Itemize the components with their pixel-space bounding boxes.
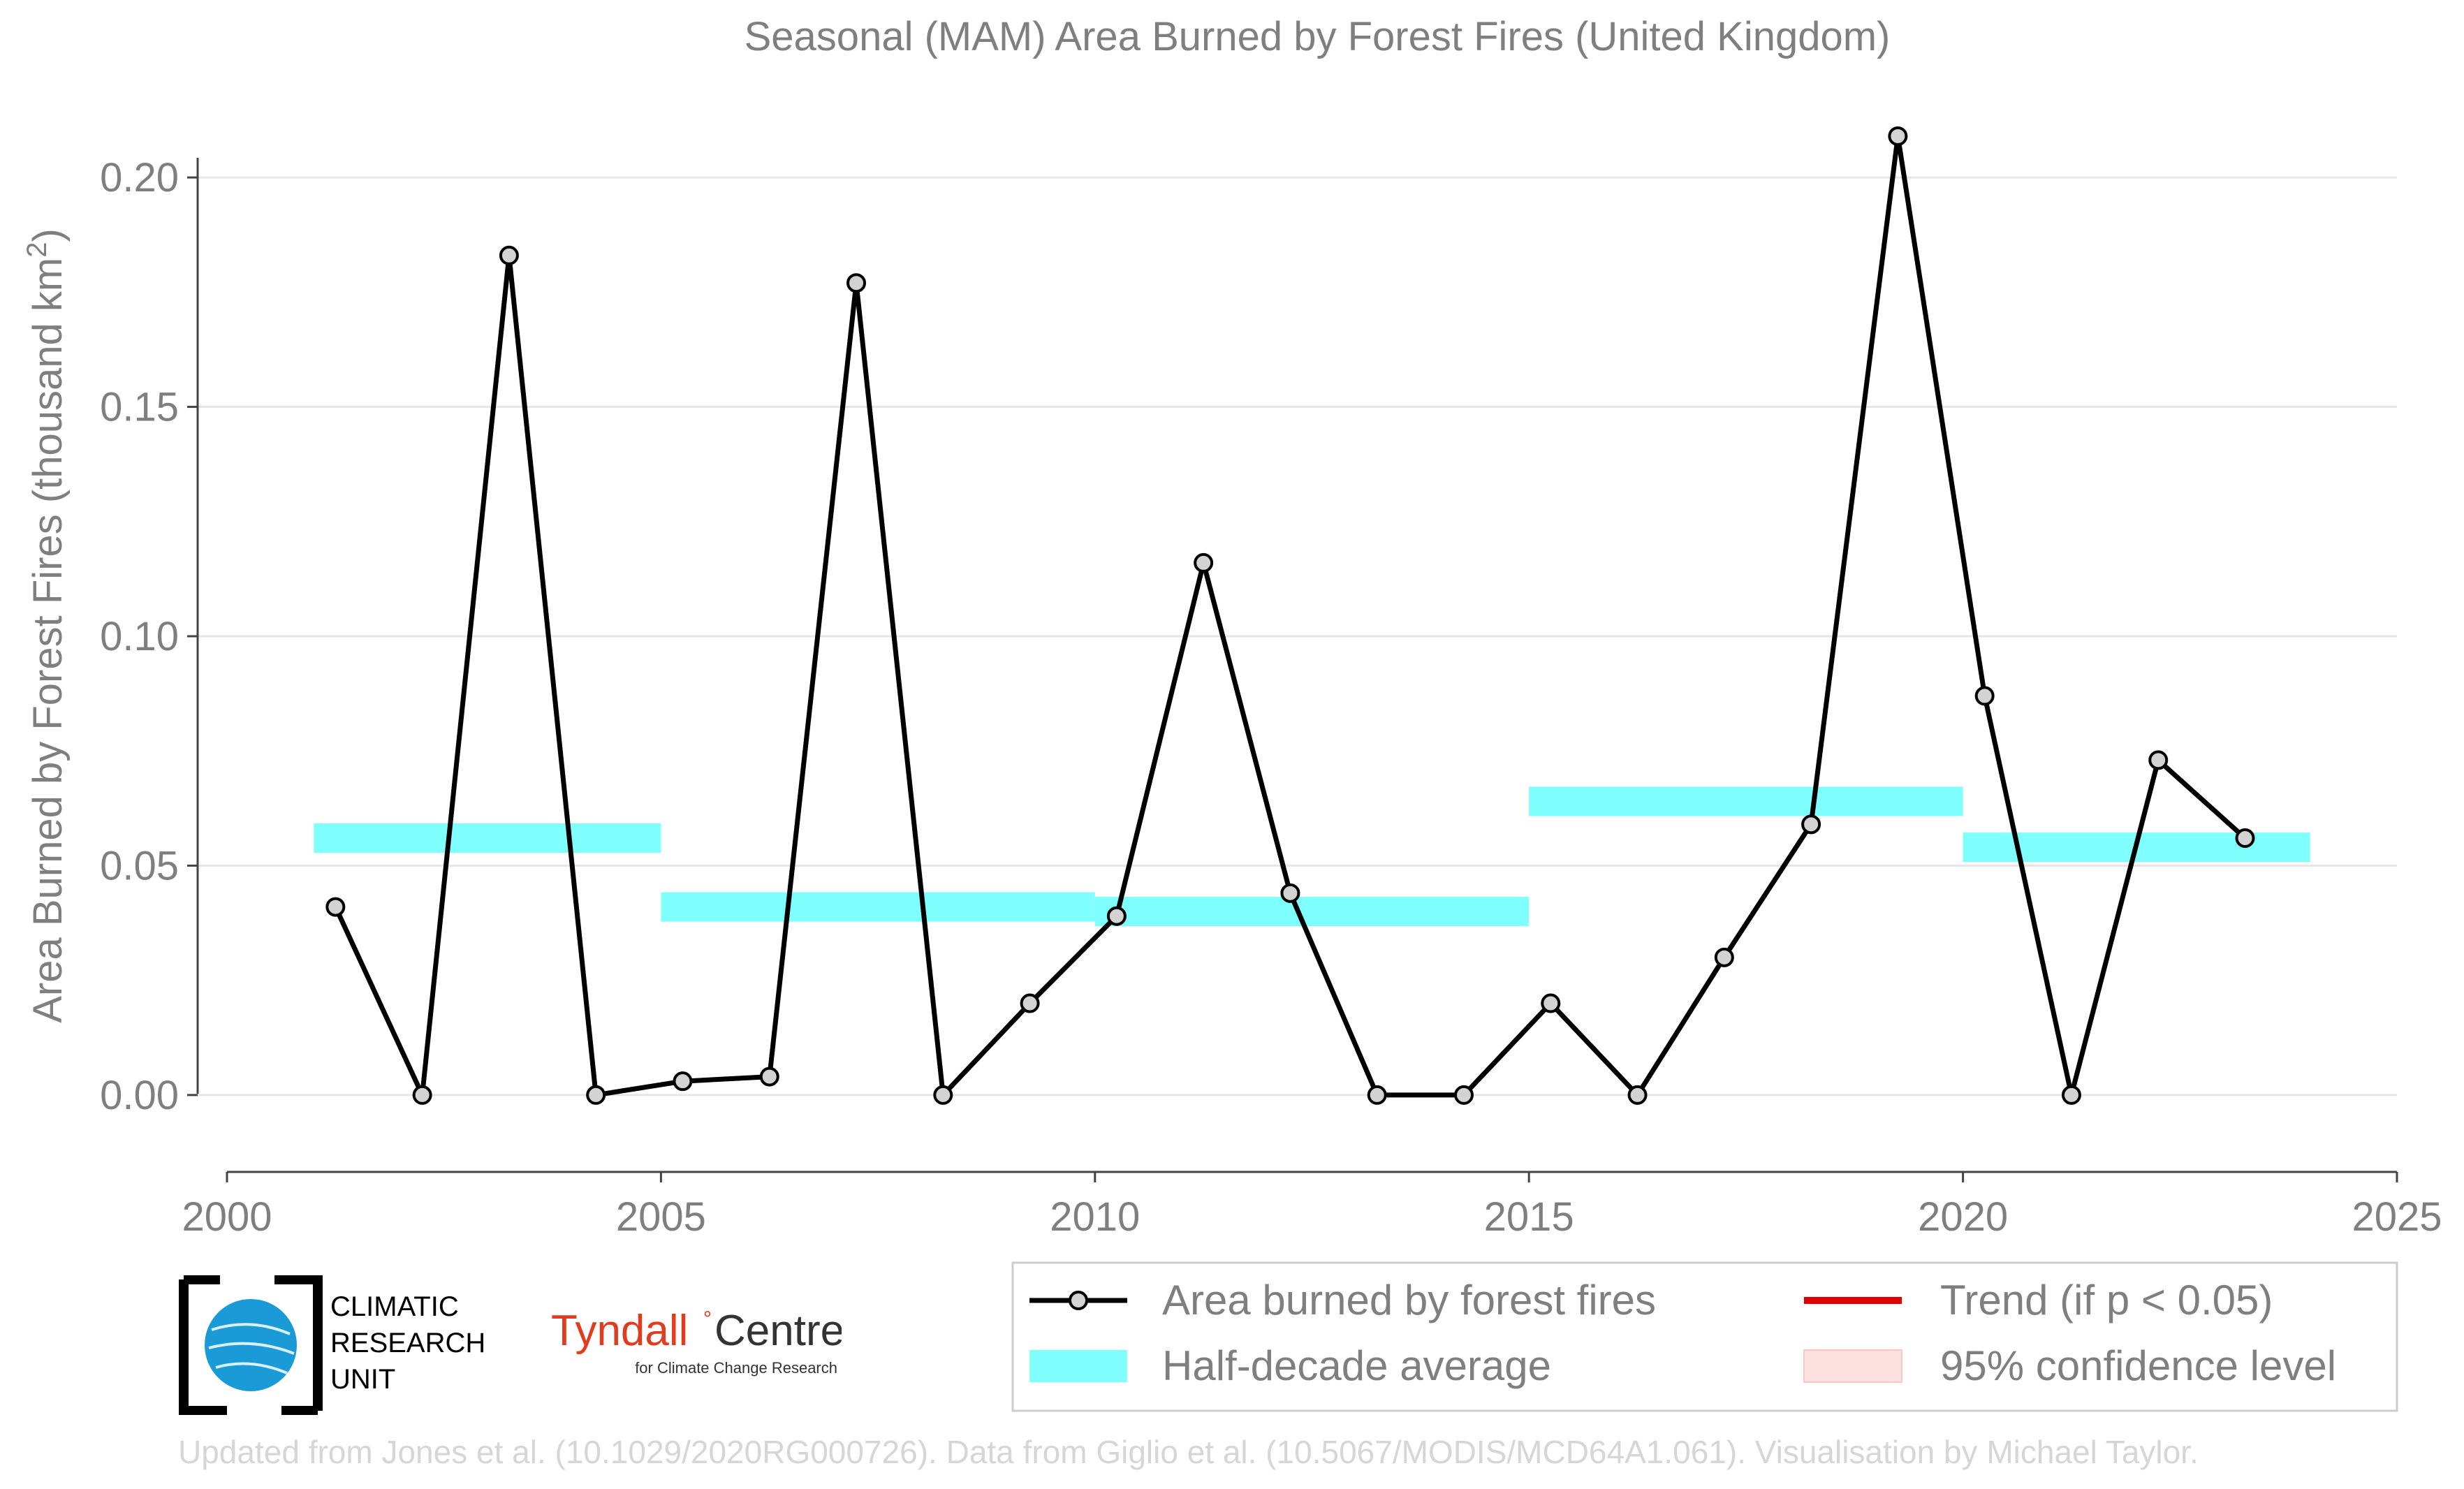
cru-line-3: UNIT xyxy=(330,1364,395,1395)
tyndall-degree: ° xyxy=(703,1307,712,1330)
x-tick-label: 2000 xyxy=(182,1194,272,1240)
y-axis-label-superscript: 2 xyxy=(22,242,52,258)
data-point xyxy=(1974,686,1995,706)
y-tick-label: 0.15 xyxy=(100,385,179,430)
data-point xyxy=(499,245,519,265)
data-point xyxy=(1627,1085,1648,1105)
half-decade-bar xyxy=(1529,786,1963,816)
cru-line-1: CLIMATIC xyxy=(330,1291,459,1322)
data-point xyxy=(846,273,867,293)
data-point xyxy=(586,1085,606,1105)
legend-label-confidence: 95% confidence level xyxy=(1940,1342,2336,1389)
y-tick-label: 0.00 xyxy=(100,1073,179,1118)
y-tick-label: 0.05 xyxy=(100,843,179,888)
data-point xyxy=(1367,1085,1387,1105)
footer-credit: Updated from Jones et al. (10.1029/2020R… xyxy=(178,1434,2199,1470)
x-tick-label: 2015 xyxy=(1484,1194,1574,1240)
legend-item-half-decade: Half-decade average xyxy=(1029,1342,1551,1389)
half-decade-bar xyxy=(314,823,661,853)
legend-marker-area-burned xyxy=(1069,1291,1088,1310)
tyndall-name: Tyndall xyxy=(551,1307,688,1355)
cru-line-2: RESEARCH xyxy=(330,1328,485,1358)
legend-item-confidence: 95% confidence level xyxy=(1803,1342,2336,1389)
cru-bracket-left xyxy=(179,1279,227,1415)
tyndall-centre: Centre xyxy=(714,1307,842,1355)
data-point xyxy=(1106,906,1127,926)
half-decade-bar xyxy=(661,892,1095,922)
legend-label-area-burned: Area burned by forest fires xyxy=(1162,1277,1656,1323)
data-point xyxy=(1453,1085,1474,1105)
cru-logo: CLIMATIC RESEARCH UNIT xyxy=(179,1275,485,1415)
x-tick-label: 2020 xyxy=(1918,1194,2008,1240)
series-line xyxy=(333,133,2247,1098)
chart-title: Seasonal (MAM) Area Burned by Forest Fir… xyxy=(745,14,1891,59)
tyndall-logo: Tyndall ° Centre for Climate Change Rese… xyxy=(551,1307,842,1377)
half-decade-bar xyxy=(1094,897,1530,927)
cru-bracket-right xyxy=(274,1275,323,1411)
x-tick-label: 2025 xyxy=(2352,1194,2442,1240)
legend-swatch-half-decade xyxy=(1029,1350,1127,1382)
legend-label-trend: Trend (if p < 0.05) xyxy=(1940,1277,2273,1323)
series-area-burned xyxy=(325,126,2255,1105)
data-point xyxy=(759,1066,779,1087)
tyndall-subtitle: for Climate Change Research xyxy=(635,1359,837,1377)
legend-label-half-decade: Half-decade average xyxy=(1162,1342,1551,1389)
data-point xyxy=(325,897,346,917)
data-point xyxy=(933,1085,953,1105)
data-point xyxy=(1541,993,1561,1013)
y-axis-label: Area Burned by Forest Fires (thousand km… xyxy=(22,228,71,1023)
data-point xyxy=(1888,126,1908,146)
globe-icon-swirl xyxy=(208,1323,295,1374)
legend-box xyxy=(1011,1261,2398,1412)
half-decade-average-bands xyxy=(314,786,2310,927)
y-axis-label-tail: ) xyxy=(25,228,71,242)
y-axis-ticks: 0.00 0.05 0.10 0.15 0.20 xyxy=(100,155,198,1118)
data-point xyxy=(1714,947,1734,967)
data-point xyxy=(412,1085,432,1105)
data-point xyxy=(1020,993,1040,1013)
x-tick-label: 2005 xyxy=(616,1194,706,1240)
legend-item-trend: Trend (if p < 0.05) xyxy=(1804,1277,2273,1323)
y-axis-label-main: Area Burned by Forest Fires (thousand km xyxy=(25,258,71,1023)
data-point xyxy=(673,1071,693,1092)
data-point xyxy=(1194,552,1214,573)
data-point xyxy=(1280,883,1300,903)
legend-swatch-confidence xyxy=(1803,1349,1902,1383)
grid-lines xyxy=(198,176,2397,1096)
legend-item-area-burned: Area burned by forest fires xyxy=(1029,1277,1656,1323)
data-point xyxy=(2061,1085,2081,1105)
y-tick-label: 0.10 xyxy=(100,614,179,659)
data-point xyxy=(2148,750,2169,770)
x-axis-ticks: 2000 2005 2010 2015 2020 2025 xyxy=(182,1172,2442,1240)
data-point xyxy=(1801,814,1821,835)
data-point xyxy=(2235,828,2255,849)
y-tick-label: 0.20 xyxy=(100,155,179,200)
legend: Area burned by forest fires Trend (if p … xyxy=(1011,1261,2398,1412)
x-tick-label: 2010 xyxy=(1050,1194,1140,1240)
